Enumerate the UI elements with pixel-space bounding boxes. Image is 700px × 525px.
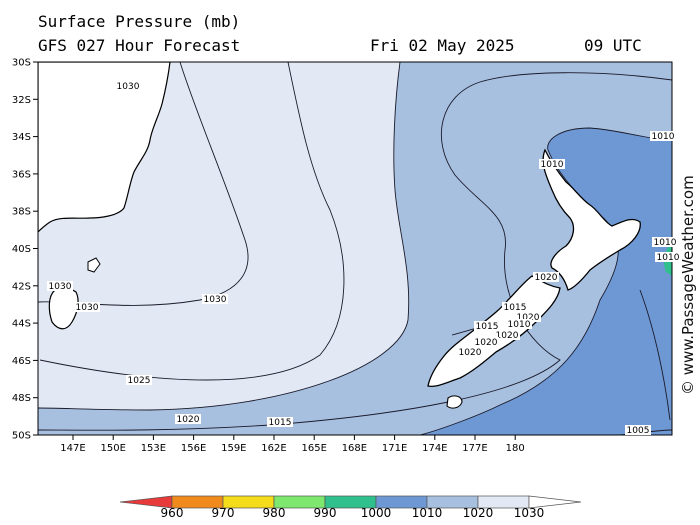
legend-label: 980	[263, 506, 286, 520]
pressure-legend: 960 970 980 990 1000 1010 1020 1030	[119, 495, 582, 520]
isobar-label-bg	[539, 159, 565, 169]
isobar-label-bg	[115, 81, 141, 91]
lat-label: 38S	[12, 207, 31, 218]
isobar-label: 1010	[654, 238, 677, 248]
lat-label: 36S	[12, 169, 31, 180]
isobar-label-bg	[533, 272, 559, 282]
kangaroo-island	[87, 257, 101, 273]
lon-label: 147E	[60, 443, 85, 454]
legend-label: 960	[161, 506, 184, 520]
lat-label: 32S	[12, 95, 31, 106]
lon-label: 159E	[221, 443, 246, 454]
stewart-island	[446, 395, 463, 409]
lon-label: 156E	[181, 443, 206, 454]
isobar-label: 1020	[535, 273, 558, 283]
map-area	[38, 62, 672, 435]
isobar-label: 1015	[476, 322, 499, 332]
forecast-date: Fri 02 May 2025	[370, 36, 515, 55]
lon-label: 165E	[301, 443, 326, 454]
isobar-label-bg	[506, 319, 532, 329]
lat-label: 34S	[12, 132, 31, 143]
isobar-label: 1030	[49, 282, 72, 292]
isobar-label: 1015	[504, 303, 527, 313]
lon-label: 153E	[141, 443, 166, 454]
isobar-label: 1020	[459, 348, 482, 358]
lat-label: 48S	[12, 393, 31, 404]
isobar-label: 1020	[496, 331, 519, 341]
australia-land	[38, 62, 171, 233]
isobar-label: 1020	[475, 338, 498, 348]
longitude-labels: 147E 150E 153E 156E 159E 162E 165E 168E 171E 174E…	[60, 435, 525, 454]
lat-label: 50S	[12, 431, 31, 442]
isobar-label: 1030	[204, 295, 227, 305]
isobar-label: 1025	[128, 376, 151, 386]
latitude-labels: 30S 32S 34S 36S 38S 40S 42S 44S 46S 48S 50S	[12, 58, 38, 442]
lat-label: 46S	[12, 356, 31, 367]
isobar-label-bg	[650, 131, 676, 141]
legend-label: 1030	[514, 506, 545, 520]
isobar-label-bg	[515, 312, 541, 322]
legend-label: 990	[314, 506, 337, 520]
pressure-band-1000-1010	[420, 128, 672, 435]
isobar-label-bg	[473, 337, 499, 347]
lat-label: 40S	[12, 244, 31, 255]
isobar-label-bg	[175, 414, 201, 424]
isobar-label: 1020	[517, 313, 540, 323]
map-title: Surface Pressure (mb)	[38, 12, 241, 31]
legend-label: 970	[212, 506, 235, 520]
legend-label: 1020	[463, 506, 494, 520]
lon-label: 150E	[100, 443, 125, 454]
isobar-label-bg	[474, 321, 500, 331]
isobar-label: 1030	[117, 82, 140, 92]
lon-label: 180	[506, 443, 525, 454]
lon-label: 177E	[462, 443, 487, 454]
isobar-label-bg	[457, 347, 483, 357]
isobar-label: 1005	[627, 426, 650, 436]
isobar-label-bg	[494, 330, 520, 340]
lat-label: 30S	[12, 58, 31, 69]
lon-label: 162E	[261, 443, 286, 454]
lon-label: 168E	[342, 443, 367, 454]
isobar-label: 1010	[652, 132, 675, 142]
isobar-label-bg	[267, 417, 293, 427]
isobar-label-bg	[202, 294, 228, 304]
isobar-label: 1010	[657, 253, 680, 263]
isobar-label-bg	[74, 302, 100, 312]
isobar-label-bg	[625, 425, 651, 435]
isobar-label: 1030	[76, 303, 99, 313]
lon-label: 174E	[422, 443, 447, 454]
isobar-label: 1010	[508, 320, 531, 330]
isobar-label: 1015	[269, 418, 292, 428]
nz-north-island	[542, 148, 641, 291]
isobar-label-bg	[502, 302, 528, 312]
lon-label: 171E	[382, 443, 407, 454]
watermark-text: © www.PassageWeather.com	[679, 175, 697, 395]
isobar-label-bg	[126, 375, 152, 385]
isobar-label-bg	[652, 237, 678, 247]
lat-label: 44S	[12, 319, 31, 330]
forecast-subtitle: GFS 027 Hour Forecast	[38, 36, 241, 55]
isobar-label: 1010	[541, 160, 564, 170]
isobar-label-bg	[47, 281, 73, 291]
lat-label: 42S	[12, 281, 31, 292]
legend-label: 1010	[412, 506, 443, 520]
forecast-time: 09 UTC	[584, 36, 642, 55]
legend-arrow-high	[528, 495, 582, 509]
isobar-label: 1020	[177, 415, 200, 425]
legend-label: 1000	[361, 506, 392, 520]
isobar-label-bg	[655, 252, 681, 262]
